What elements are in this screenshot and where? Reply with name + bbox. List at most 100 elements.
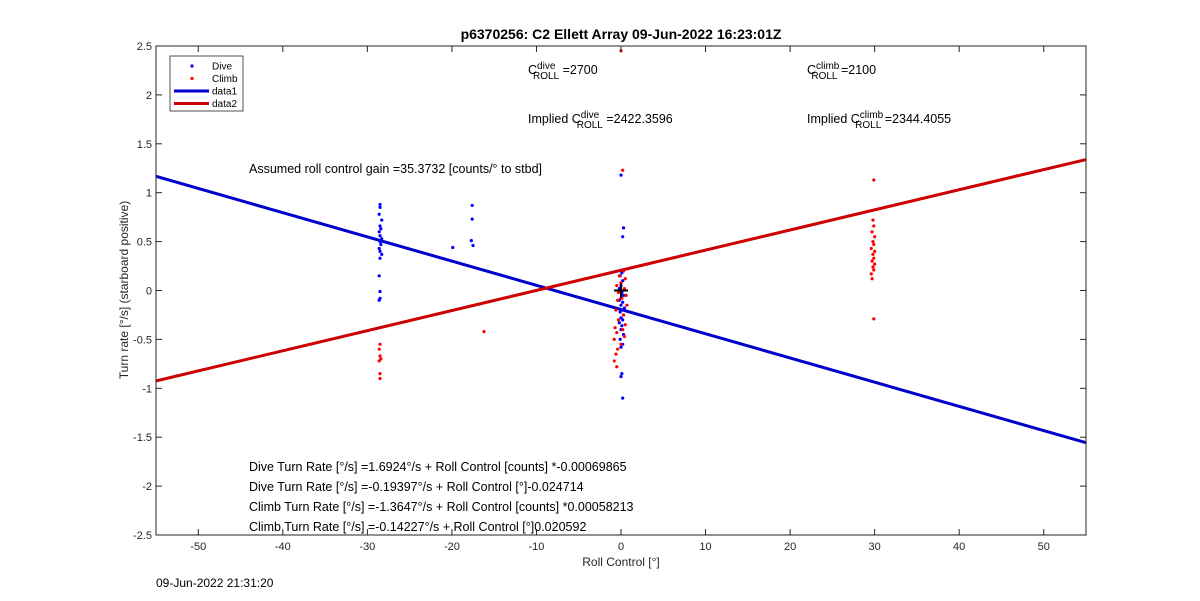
climb-point xyxy=(872,178,876,182)
climb-point xyxy=(378,376,382,381)
legend-marker xyxy=(190,76,194,81)
dive-point xyxy=(378,234,382,238)
y-tick-label: 2.5 xyxy=(137,41,152,53)
climb-point xyxy=(873,262,877,266)
dive-point xyxy=(378,205,382,209)
dive-point xyxy=(617,321,621,325)
y-tick-label: 0.5 xyxy=(137,237,152,249)
x-tick-label: 10 xyxy=(699,541,711,553)
climb-point xyxy=(621,269,626,273)
dive-point xyxy=(619,303,623,307)
climb-point xyxy=(619,342,623,346)
climb-point xyxy=(615,284,619,288)
climb-point xyxy=(873,249,877,253)
roll-gain-text: Assumed roll control gain =35.3732 [coun… xyxy=(249,162,542,176)
legend-label: data1 xyxy=(212,87,237,98)
climb-point xyxy=(482,329,486,334)
chart-title: p6370256: C2 Ellett Array 09-Jun-2022 16… xyxy=(461,26,782,42)
climb-point xyxy=(613,326,617,330)
fit-equation: Dive Turn Rate [°/s] =1.6924°/s + Roll C… xyxy=(249,460,627,474)
x-axis-label: Roll Control [°] xyxy=(582,555,660,569)
climb-point xyxy=(623,277,627,281)
climb-point xyxy=(615,330,619,335)
dive-point xyxy=(378,202,382,207)
climb-point xyxy=(870,259,874,263)
c-roll-climb: Cclimb ROLL =2100 xyxy=(807,61,876,82)
climb-point xyxy=(615,365,619,369)
climb-point xyxy=(617,274,621,278)
dive-point xyxy=(380,252,384,256)
climb-point xyxy=(378,372,382,376)
legend-marker xyxy=(190,64,194,68)
x-tick-label: 50 xyxy=(1038,541,1050,553)
climb-point xyxy=(873,235,877,239)
y-tick-label: 1.5 xyxy=(137,139,152,151)
y-tick-label: 0 xyxy=(146,286,152,298)
x-tick-label: 40 xyxy=(953,541,965,553)
implied-c-roll-climb: Implied Cclimb ROLL =2344.4055 xyxy=(807,110,951,131)
climb-point xyxy=(616,318,621,322)
dive-point xyxy=(378,256,382,260)
climb-point xyxy=(872,224,876,228)
climb-point xyxy=(377,347,381,351)
climb-point xyxy=(620,296,624,300)
origin-cross-marker xyxy=(614,283,628,298)
dive-point xyxy=(451,245,455,250)
dive-point xyxy=(377,212,381,216)
dive-point xyxy=(621,300,625,304)
legend-label: data2 xyxy=(212,99,237,110)
climb-point xyxy=(614,352,618,356)
climb-point xyxy=(869,272,873,276)
fit-equation: Dive Turn Rate [°/s] =-0.19397°/s + Roll… xyxy=(249,480,584,494)
climb-point xyxy=(871,265,875,269)
x-tick-label: 0 xyxy=(618,541,624,553)
x-tick-label: -20 xyxy=(444,541,460,553)
dive-point xyxy=(618,310,622,314)
climb-point xyxy=(614,308,618,312)
climb-point xyxy=(616,298,620,302)
annotations: Cdive ROLL =2700 Cclimb ROLL =2100 Implied C… xyxy=(249,61,951,534)
dive-point xyxy=(377,298,381,302)
climb-point xyxy=(625,303,629,307)
dive-point xyxy=(621,226,626,230)
climb-point xyxy=(378,354,382,358)
x-tick-label: -50 xyxy=(190,541,206,553)
x-tick-label: -30 xyxy=(359,541,375,553)
axis-ticks: -50 -40 -30 -20 -10 0 10 20 30 40 50-2.5-2-1.5-1-0… xyxy=(133,41,1086,553)
dive-point xyxy=(378,289,382,294)
y-axis-label: Turn rate [°/s] (starboard positive) xyxy=(117,201,131,379)
c-roll-dive: Cdive ROLL =2700 xyxy=(528,61,598,82)
dive-point xyxy=(377,246,381,251)
implied-c-roll-dive: Implied Cdive ROLL =2422.3596 xyxy=(528,110,673,131)
climb-point xyxy=(870,277,874,281)
footer-timestamp: 09-Jun-2022 21:31:20 xyxy=(156,576,274,590)
climb-point xyxy=(621,168,625,172)
y-tick-label: -1.5 xyxy=(133,432,152,444)
fit-equation: Climb Turn Rate [°/s] =-0.14227°/s + Rol… xyxy=(249,520,586,534)
y-tick-label: 1 xyxy=(146,188,152,200)
dive-point xyxy=(377,274,381,278)
dive-point xyxy=(619,374,623,379)
climb-point xyxy=(616,290,621,295)
dive-point xyxy=(379,242,383,247)
climb-point xyxy=(621,328,625,332)
y-tick-label: -2.5 xyxy=(133,530,152,542)
legend-label: Climb xyxy=(212,74,238,85)
dive-point xyxy=(379,227,383,231)
fit-equation: Climb Turn Rate [°/s] =-1.3647°/s + Roll… xyxy=(249,500,634,514)
dive-point xyxy=(470,217,474,221)
climb-point xyxy=(872,256,876,260)
dive-point xyxy=(469,239,473,243)
dive-point xyxy=(378,224,382,228)
dive-point xyxy=(380,218,384,222)
dive-point xyxy=(620,324,624,328)
legend-box xyxy=(169,55,244,112)
climb-point xyxy=(378,342,382,346)
dive-point xyxy=(620,372,624,376)
dive-point xyxy=(621,235,625,239)
x-tick-label: 30 xyxy=(869,541,881,553)
climb-point xyxy=(619,281,623,285)
x-tick-label: -40 xyxy=(275,541,291,553)
